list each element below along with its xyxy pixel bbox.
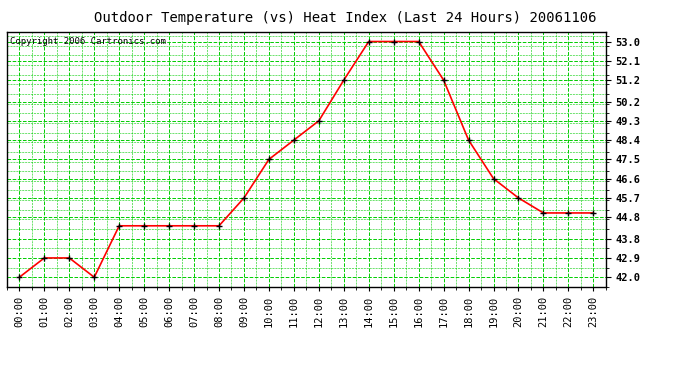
Text: Outdoor Temperature (vs) Heat Index (Last 24 Hours) 20061106: Outdoor Temperature (vs) Heat Index (Las… [94, 11, 596, 25]
Text: Copyright 2006 Cartronics.com: Copyright 2006 Cartronics.com [10, 37, 166, 46]
